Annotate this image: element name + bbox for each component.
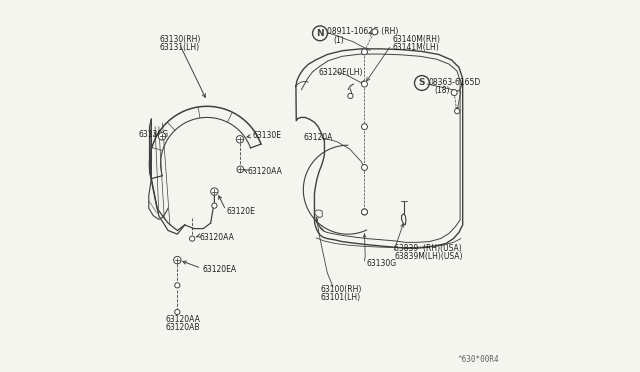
Circle shape [175, 310, 180, 315]
Circle shape [189, 236, 195, 241]
Text: 63140M(RH): 63140M(RH) [392, 35, 440, 44]
Text: S: S [419, 78, 425, 87]
Text: 63120AA: 63120AA [248, 167, 283, 176]
Text: 63120AA: 63120AA [200, 232, 234, 242]
Circle shape [362, 124, 367, 130]
Text: 63120AA: 63120AA [165, 315, 200, 324]
Circle shape [236, 136, 244, 143]
Circle shape [362, 209, 367, 215]
Circle shape [454, 109, 460, 114]
Circle shape [173, 256, 181, 264]
Text: 63141M(LH): 63141M(LH) [392, 43, 439, 52]
Text: 63130(RH): 63130(RH) [160, 35, 201, 44]
Text: 63120AB: 63120AB [165, 323, 200, 333]
Text: 63131(LH): 63131(LH) [160, 43, 200, 52]
Text: (18): (18) [434, 86, 450, 95]
Circle shape [451, 90, 457, 96]
Text: 63120F(LH): 63120F(LH) [318, 68, 363, 77]
Circle shape [362, 164, 367, 170]
Text: 63101(LH): 63101(LH) [321, 293, 361, 302]
Text: 63130G: 63130G [366, 259, 396, 268]
Text: 63839M(LH)(USA): 63839M(LH)(USA) [394, 252, 463, 261]
Text: 63130G: 63130G [138, 129, 168, 139]
Circle shape [175, 283, 180, 288]
Text: 63120E: 63120E [227, 207, 255, 216]
Circle shape [362, 209, 367, 215]
Circle shape [362, 81, 367, 87]
Text: N: N [316, 29, 324, 38]
Circle shape [212, 203, 217, 208]
Circle shape [159, 133, 166, 140]
Circle shape [348, 93, 353, 99]
Text: 08363-6165D: 08363-6165D [428, 78, 481, 87]
Text: 63120A: 63120A [303, 133, 333, 142]
Text: 63120EA: 63120EA [202, 265, 236, 274]
Circle shape [362, 49, 367, 55]
Text: 63839  (RH)(USA): 63839 (RH)(USA) [394, 244, 462, 253]
Text: 63100(RH): 63100(RH) [321, 285, 362, 294]
Text: (1): (1) [333, 36, 344, 45]
Text: ^630*00R4: ^630*00R4 [458, 355, 500, 364]
Text: 08911-1062G (RH): 08911-1062G (RH) [326, 27, 398, 36]
Circle shape [211, 188, 218, 195]
Circle shape [372, 29, 378, 35]
Circle shape [237, 166, 244, 173]
Text: 63130E: 63130E [253, 131, 282, 141]
